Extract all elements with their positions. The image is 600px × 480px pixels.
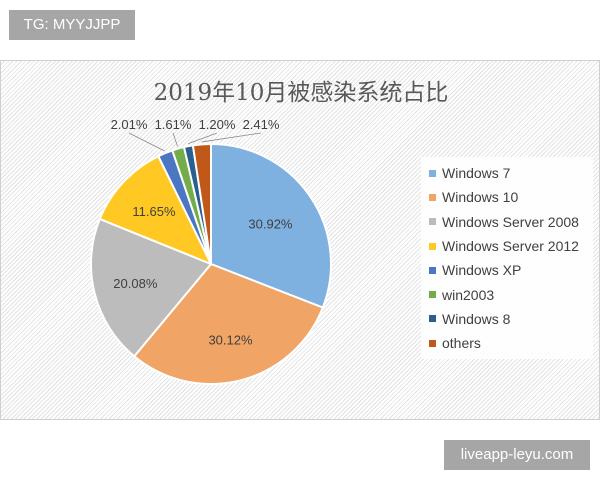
legend-item: Windows XP: [421, 258, 593, 282]
legend-label: Windows XP: [442, 262, 522, 279]
leader-line: [172, 132, 178, 147]
legend-label: Windows 7: [442, 165, 511, 182]
leader-line: [187, 132, 218, 145]
pie-slice: [90, 217, 213, 358]
data-label: 2.41%: [243, 117, 280, 132]
legend-swatch: [429, 266, 436, 274]
legend-item: others: [421, 331, 593, 355]
leader-line: [128, 132, 165, 152]
watermark: liveapp-leyu.com: [444, 440, 590, 470]
pie-slice: [132, 262, 325, 385]
legend-label: Windows Server 2008: [442, 213, 579, 230]
legend-label: win2003: [442, 286, 495, 303]
legend: Windows 7 Windows 10 Windows Server 2008 Wi…: [421, 157, 593, 360]
legend-swatch: [429, 193, 436, 201]
data-label: 11.65%: [132, 204, 176, 219]
legend-label: others: [442, 335, 481, 352]
legend-item: Windows Server 2008: [421, 210, 593, 234]
chart-title: 2019年10月被感染系统占比: [153, 80, 449, 106]
legend-item: Windows 10: [421, 185, 593, 209]
legend-swatch: [429, 169, 436, 177]
data-label: 2.01%: [111, 117, 148, 132]
legend-swatch: [429, 315, 436, 323]
data-label: 20.08%: [113, 276, 158, 291]
legend-item: Windows 8: [421, 307, 593, 331]
data-label: 30.12%: [208, 333, 253, 348]
pie-chart: 2019年10月被感染系统占比 30.92% 30.12% 20.08% 11.65%…: [0, 60, 600, 420]
pie-slice: [98, 154, 214, 266]
leader-line: [201, 132, 262, 143]
data-label: 30.92%: [248, 216, 293, 231]
legend-swatch: [429, 339, 436, 347]
data-label: 1.61%: [155, 117, 192, 132]
tg-label: TG: MYYJJPP: [9, 10, 135, 40]
legend-swatch: [429, 242, 436, 250]
pie-slice: [210, 142, 332, 309]
data-label: 1.20%: [199, 117, 236, 132]
legend-label: Windows 10: [442, 189, 519, 206]
legend-label: Windows 8: [442, 310, 511, 327]
legend-swatch: [429, 218, 436, 226]
legend-label: Windows Server 2012: [442, 238, 579, 255]
legend-item: win2003: [421, 282, 593, 306]
legend-item: Windows Server 2012: [421, 234, 593, 258]
pie-slice: [191, 142, 212, 265]
pie-svg: 30.92% 30.12% 20.08% 11.65% 2.01% 1.61% 1.20% 2…: [90, 117, 332, 385]
legend-swatch: [429, 291, 436, 299]
legend-item: Windows 7: [421, 161, 593, 185]
